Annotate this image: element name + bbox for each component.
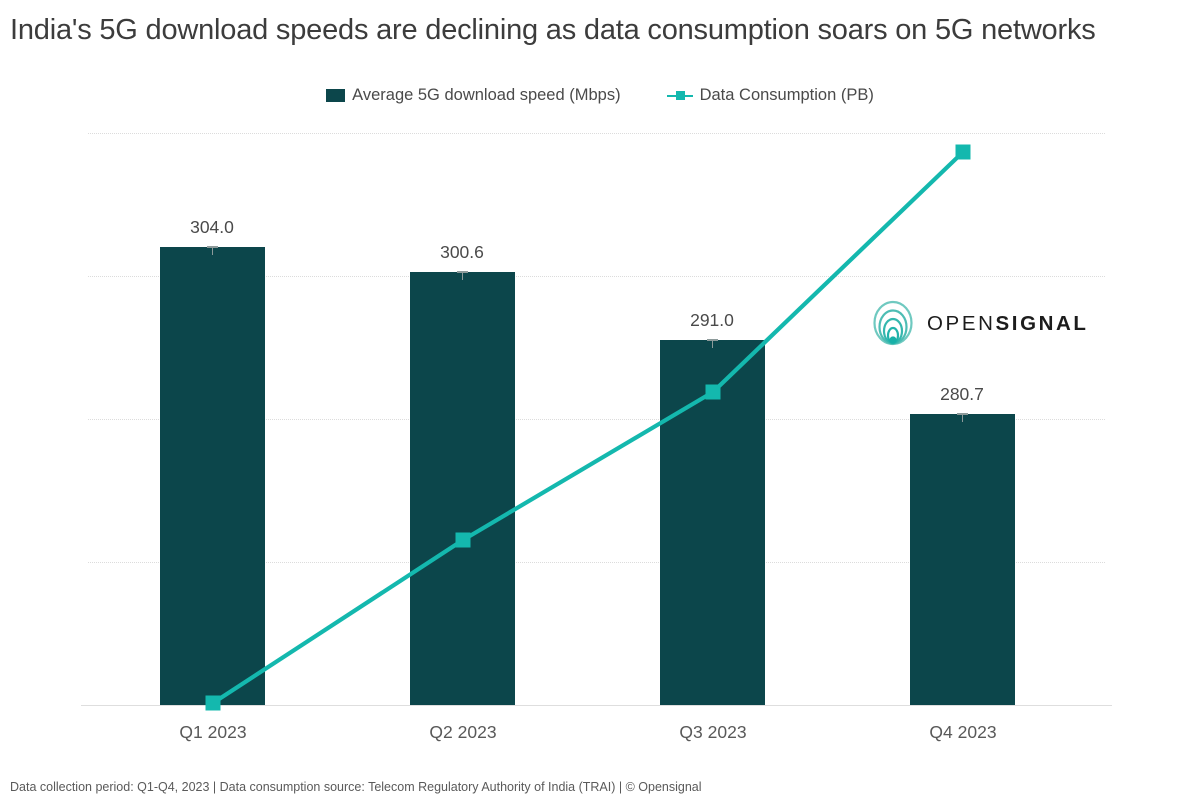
opensignal-logo: OPENSIGNAL — [872, 300, 1089, 348]
gridline-320 — [88, 133, 1105, 134]
legend-label-download-speed: Average 5G download speed (Mbps) — [352, 86, 621, 104]
line-marker-q4 — [955, 144, 971, 160]
bar-q3-2023[interactable] — [660, 340, 765, 705]
opensignal-mark-icon — [873, 300, 913, 346]
bar-value-q1: 304.0 — [190, 217, 234, 237]
legend-line-swatch-icon — [666, 89, 693, 102]
logo-text-open: OPEN — [927, 312, 996, 335]
error-bar-q4 — [957, 413, 968, 422]
footer-note: Data collection period: Q1-Q4, 2023 | Da… — [10, 780, 702, 794]
bar-value-q3: 291.0 — [690, 310, 734, 330]
bar-value-q2: 300.6 — [440, 242, 484, 262]
line-path — [210, 149, 966, 706]
logo-text-signal: SIGNAL — [995, 312, 1089, 335]
bar-value-q4: 280.7 — [940, 384, 984, 404]
legend-label-data-consumption: Data Consumption (PB) — [699, 86, 874, 104]
error-bar-q3 — [707, 339, 718, 348]
bar-q1-2023[interactable] — [160, 247, 265, 705]
x-axis-label-q3: Q3 2023 — [679, 722, 747, 742]
legend-item-download-speed[interactable]: Average 5G download speed (Mbps) — [326, 86, 621, 105]
opensignal-wordmark: OPENSIGNAL — [927, 312, 1089, 336]
chart-legend: Average 5G download speed (Mbps) Data Co… — [0, 86, 1200, 105]
legend-item-data-consumption[interactable]: Data Consumption (PB) — [666, 86, 874, 105]
bar-q2-2023[interactable] — [410, 272, 515, 705]
axis-baseline — [81, 704, 1112, 706]
page-title: India's 5G download speeds are declining… — [10, 14, 1096, 46]
error-bar-q2 — [457, 271, 468, 280]
plot-area: 320 300 280 260 240 6400 4800 3200 1600 … — [81, 133, 1112, 711]
x-axis-label-q1: Q1 2023 — [179, 722, 247, 742]
x-axis-label-q2: Q2 2023 — [429, 722, 497, 742]
x-axis-label-q4: Q4 2023 — [929, 722, 997, 742]
legend-bar-swatch-icon — [326, 89, 346, 102]
bar-q4-2023[interactable] — [910, 414, 1015, 705]
error-bar-q1 — [207, 246, 218, 255]
